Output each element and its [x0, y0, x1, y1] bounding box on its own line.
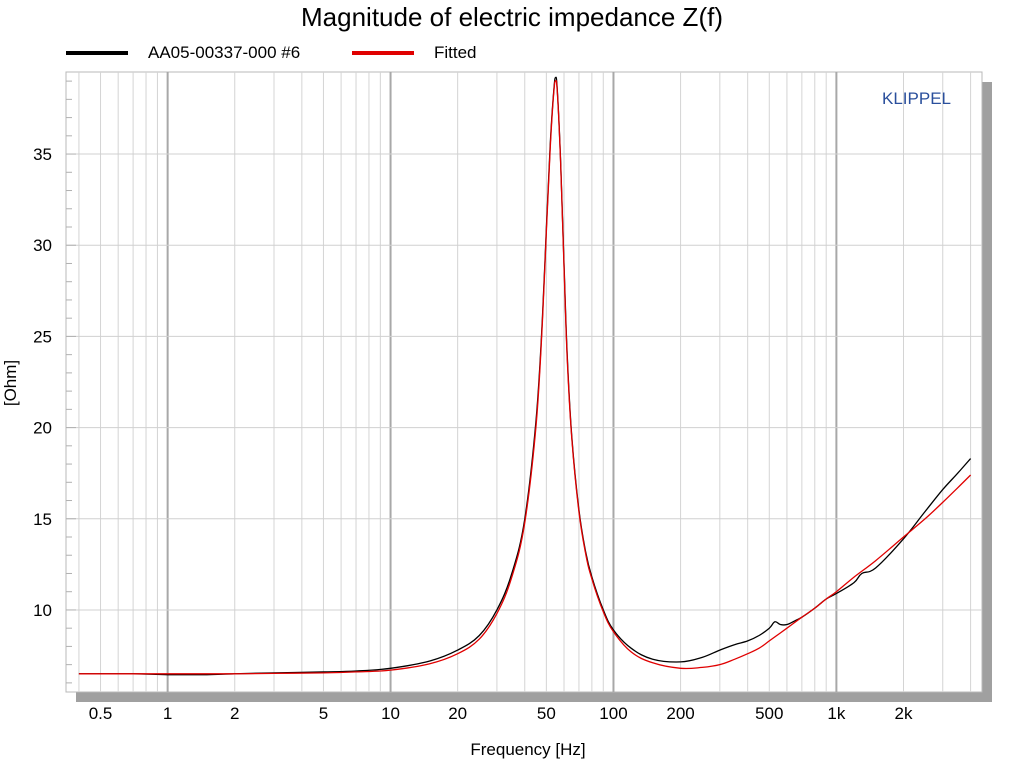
x-tick-label: 100 — [599, 704, 627, 723]
x-tick-label: 1 — [163, 704, 172, 723]
y-axis-label: [Ohm] — [1, 360, 20, 406]
y-tick-label: 20 — [33, 419, 52, 438]
x-tick-label: 5 — [319, 704, 328, 723]
x-tick-label: 20 — [448, 704, 467, 723]
legend-item-fitted: Fitted — [352, 42, 477, 64]
y-tick-label: 10 — [33, 601, 52, 620]
series-line-fitted — [78, 79, 972, 675]
x-tick-label: 50 — [537, 704, 556, 723]
legend-swatch-fitted — [352, 51, 414, 55]
y-tick-label: 15 — [33, 510, 52, 529]
x-tick-label: 0.5 — [89, 704, 113, 723]
legend-item-measured: AA05-00337-000 #6 — [66, 42, 300, 64]
x-tick-label: 1k — [827, 704, 845, 723]
x-tick-label: 2k — [895, 704, 913, 723]
x-tick-label: 200 — [666, 704, 694, 723]
y-tick-label: 25 — [33, 327, 52, 346]
legend-swatch-measured — [66, 51, 128, 55]
x-tick-label: 500 — [755, 704, 783, 723]
grid-lines — [66, 72, 982, 692]
plot-area — [65, 71, 983, 693]
x-axis-label: Frequency [Hz] — [470, 740, 585, 759]
y-tick-label: 35 — [33, 145, 52, 164]
legend-label-fitted: Fitted — [434, 43, 477, 62]
klippel-watermark: KLIPPEL — [882, 89, 951, 108]
legend-label-measured: AA05-00337-000 #6 — [148, 43, 301, 62]
y-tick-label: 30 — [33, 236, 52, 255]
series-lines — [78, 76, 972, 676]
chart-title: Magnitude of electric impedance Z(f) — [301, 2, 723, 32]
x-tick-label: 2 — [230, 704, 239, 723]
x-tick-label: 10 — [381, 704, 400, 723]
